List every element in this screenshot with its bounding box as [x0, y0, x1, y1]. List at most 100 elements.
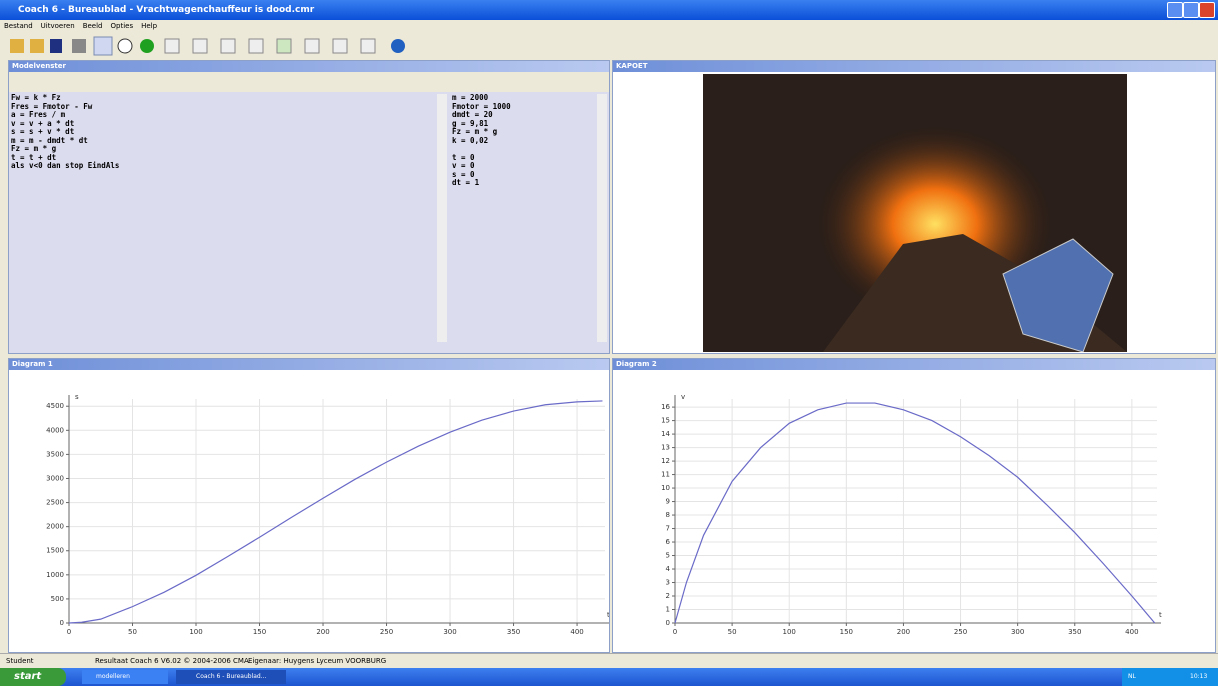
tool-button[interactable]	[94, 37, 112, 55]
y-tick-label: 6	[666, 538, 671, 546]
panel-title: Modelvenster	[9, 61, 609, 72]
minimize-button[interactable]	[1167, 2, 1183, 18]
task-button[interactable]: Coach 6 - Bureaublad...	[176, 670, 286, 684]
tool-button[interactable]	[305, 39, 319, 53]
status-owner: Eigenaar: Huygens Lyceum VOORBURG	[248, 654, 386, 668]
y-tick-label: 3	[666, 579, 670, 587]
x-tick-label: 200	[897, 628, 910, 636]
tool-button[interactable]	[193, 39, 207, 53]
constants: m = 2000 Fmotor = 1000 dmdt = 20 g = 9,8…	[452, 94, 592, 339]
start-button[interactable]: start	[0, 668, 66, 686]
status-version: Resultaat Coach 6 V6.02 © 2004-2006 CMA	[95, 654, 249, 668]
menu-bar: Bestand Uitvoeren Beeld Opties Help	[0, 20, 1218, 33]
menu-item[interactable]: Bestand	[4, 22, 33, 30]
y-tick-label: 2500	[46, 499, 64, 507]
x-tick-label: 350	[507, 628, 520, 636]
image-panel: KAPOET	[612, 60, 1216, 354]
line-series	[675, 403, 1155, 623]
x-tick-label: 50	[728, 628, 737, 636]
y-tick-label: 11	[661, 471, 670, 479]
maximize-button[interactable]	[1183, 2, 1199, 18]
window-title: Coach 6 - Bureaublad - Vrachtwagenchauff…	[18, 5, 314, 15]
y-axis-label: v	[681, 393, 685, 401]
scrollbar[interactable]	[437, 94, 447, 342]
x-tick-label: 100	[783, 628, 796, 636]
menu-item[interactable]: Opties	[111, 22, 134, 30]
y-tick-label: 12	[661, 457, 670, 465]
x-tick-label: 0	[67, 628, 71, 636]
y-tick-label: 5	[666, 552, 670, 560]
x-tick-label: 300	[1011, 628, 1024, 636]
x-tick-label: 350	[1068, 628, 1081, 636]
y-tick-label: 500	[51, 595, 64, 603]
tool-button[interactable]	[30, 39, 44, 53]
x-tick-label: 0	[673, 628, 677, 636]
x-axis-label: t	[607, 611, 609, 619]
y-tick-label: 3000	[46, 474, 64, 482]
x-tick-label: 100	[189, 628, 202, 636]
y-tick-label: 10	[661, 484, 670, 492]
initial-value: dt = 1	[452, 179, 592, 188]
tool-button[interactable]	[72, 39, 86, 53]
language[interactable]: NL	[1128, 668, 1136, 686]
window-controls	[1167, 2, 1215, 17]
x-tick-label: 300	[443, 628, 456, 636]
panel-toolbar	[9, 72, 609, 92]
tool-button[interactable]	[333, 39, 347, 53]
y-tick-label: 2	[666, 592, 670, 600]
y-tick-label: 14	[661, 430, 670, 438]
x-tick-label: 150	[840, 628, 853, 636]
x-tick-label: 250	[380, 628, 393, 636]
title-bar: Coach 6 - Bureaublad - Vrachtwagenchauff…	[0, 0, 1218, 20]
y-axis-label: s	[75, 393, 79, 401]
tool-button[interactable]	[361, 39, 375, 53]
help-button[interactable]	[391, 39, 405, 53]
close-button[interactable]	[1199, 2, 1215, 18]
y-tick-label: 4	[666, 565, 671, 573]
panel-title: KAPOET	[613, 61, 1215, 72]
status-bar: Student Resultaat Coach 6 V6.02 © 2004-2…	[0, 653, 1218, 668]
y-tick-label: 1500	[46, 547, 64, 555]
menu-item[interactable]: Help	[141, 22, 157, 30]
equation: a = Fres / m	[11, 111, 436, 120]
menu-item[interactable]: Beeld	[83, 22, 103, 30]
tool-button[interactable]	[50, 39, 62, 53]
screen: Coach 6 - Bureaublad - Vrachtwagenchauff…	[0, 0, 1218, 686]
taskbar: start modelleren Coach 6 - Bureaublad...…	[0, 668, 1218, 686]
status-user: Student	[6, 654, 34, 668]
tool-button[interactable]	[221, 39, 235, 53]
tool-button[interactable]	[277, 39, 291, 53]
menu-item[interactable]: Uitvoeren	[41, 22, 75, 30]
tool-button[interactable]	[140, 39, 154, 53]
x-tick-label: 400	[570, 628, 583, 636]
y-tick-label: 16	[661, 403, 670, 411]
panel-title: Diagram 1	[9, 359, 609, 370]
y-tick-label: 8	[666, 511, 670, 519]
tool-button[interactable]	[165, 39, 179, 53]
y-tick-label: 4500	[46, 402, 64, 410]
tool-button[interactable]	[10, 39, 24, 53]
y-tick-label: 13	[661, 444, 670, 452]
y-tick-label: 3500	[46, 450, 64, 458]
y-tick-label: 9	[666, 498, 670, 506]
x-tick-label: 150	[253, 628, 266, 636]
y-tick-label: 0	[60, 619, 64, 627]
y-tick-label: 7	[666, 525, 670, 533]
scrollbar[interactable]	[597, 94, 607, 342]
system-tray: NL 10:13	[1122, 668, 1218, 686]
y-tick-label: 4000	[46, 426, 64, 434]
constant: k = 0,02	[452, 137, 592, 146]
task-button[interactable]: modelleren	[82, 670, 168, 684]
y-tick-label: 1000	[46, 571, 64, 579]
photo	[703, 74, 1127, 352]
tool-button[interactable]	[118, 39, 132, 53]
equation: als v<0 dan stop EindAls	[11, 162, 436, 171]
tool-button[interactable]	[249, 39, 263, 53]
equation: Fres = Fmotor - Fw	[11, 103, 436, 112]
clock: 10:13	[1190, 668, 1207, 686]
y-tick-label: 1	[666, 606, 670, 614]
